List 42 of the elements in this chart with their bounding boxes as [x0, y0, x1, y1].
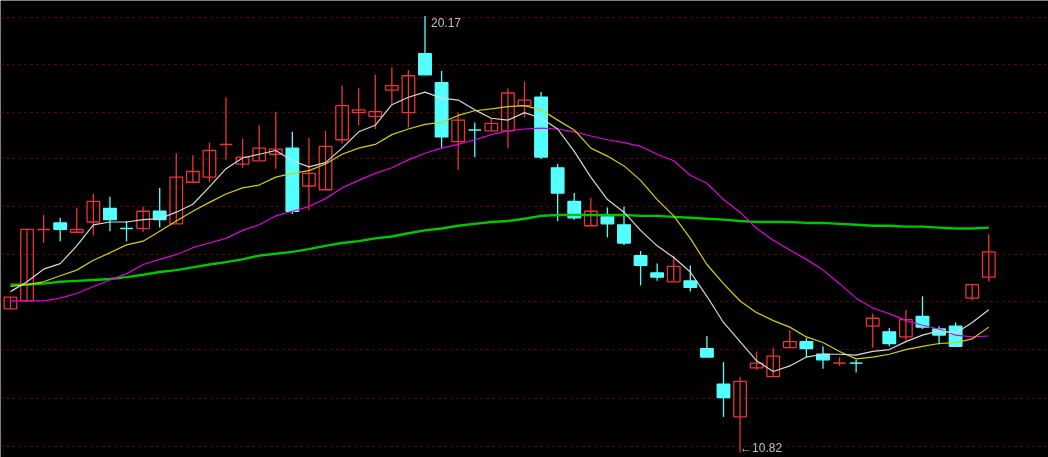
- candlestick: [766, 347, 781, 378]
- candlestick: [401, 69, 416, 128]
- candlestick: [301, 137, 316, 211]
- candlestick: [600, 206, 615, 239]
- candlestick: [749, 350, 764, 371]
- candlestick: [799, 337, 814, 358]
- candlestick: [418, 15, 432, 76]
- candlestick: [583, 197, 598, 227]
- candlestick: [865, 312, 880, 349]
- candlestick: [136, 205, 151, 233]
- candlestick: [268, 111, 283, 170]
- candlestick: [849, 359, 864, 374]
- candlestick: [318, 130, 333, 191]
- candlestick: [898, 309, 913, 342]
- candlestick: [69, 206, 84, 233]
- candlestick: [252, 124, 267, 162]
- candlestick: [467, 121, 482, 158]
- candlestick: [699, 335, 714, 358]
- candlestick: [517, 81, 532, 118]
- candlestick: [384, 66, 399, 105]
- candlestick: [169, 152, 184, 225]
- candlestick: [335, 84, 350, 145]
- candlestick: [666, 254, 681, 283]
- candlestick: [617, 205, 631, 246]
- candlestick: [20, 228, 34, 302]
- candlestick: [633, 250, 648, 287]
- candlestick: [102, 196, 117, 232]
- candlestick: [202, 141, 217, 183]
- candlestick: [451, 112, 466, 171]
- candlestick: [235, 138, 250, 169]
- annotation: 20.17: [431, 15, 462, 30]
- candlestick: [882, 327, 897, 347]
- candlestick: [500, 87, 515, 149]
- candlestick: [981, 233, 996, 283]
- candlestick: [351, 87, 366, 126]
- candlestick: [368, 74, 383, 130]
- candlestick: [716, 361, 731, 418]
- candlestick: [683, 264, 698, 293]
- candlestick: [185, 154, 200, 183]
- annotation: ←10.82: [740, 440, 783, 455]
- candlestick: [86, 193, 101, 237]
- candlestick: [53, 217, 68, 242]
